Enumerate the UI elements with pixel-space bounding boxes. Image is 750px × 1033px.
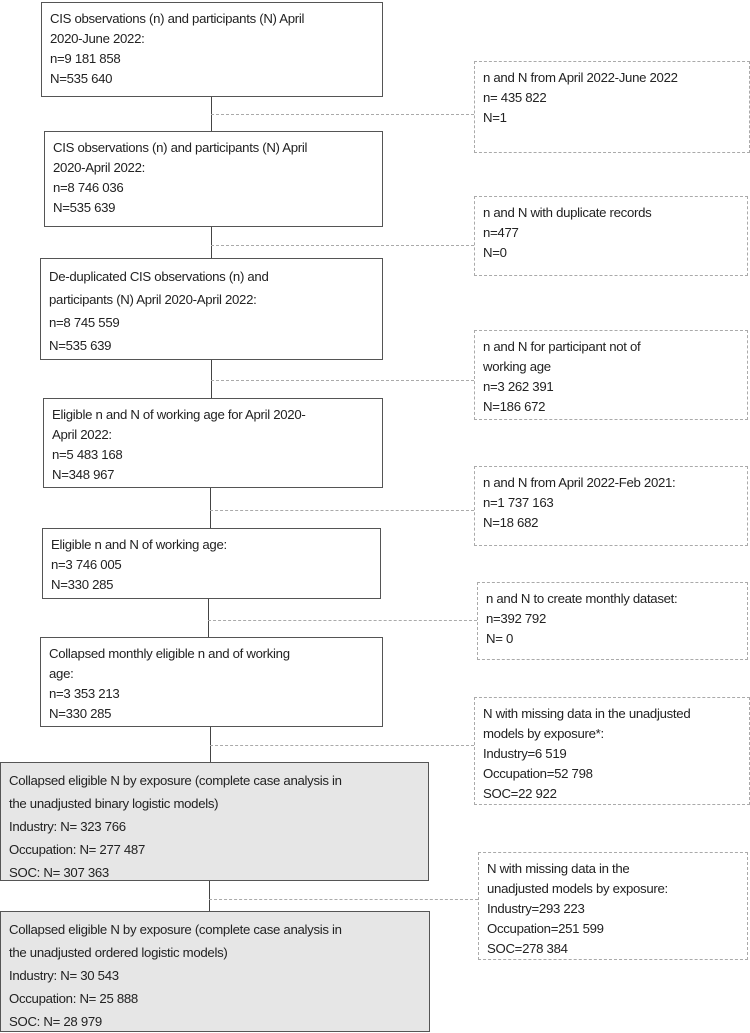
flow-arrow-line [208,599,209,637]
flow-step-box: Collapsed monthly eligible n and of work… [40,637,383,727]
box-line: N=535 639 [53,200,116,215]
box-line: Industry: N= 323 766 [9,819,126,834]
box-line: n=477 [483,225,519,240]
box-line: Occupation=251 599 [487,921,604,936]
final-sample-box: Collapsed eligible N by exposure (comple… [0,911,430,1032]
box-line: Occupation: N= 25 888 [9,991,138,1006]
box-line: n and N from April 2022-June 2022 [483,70,678,85]
box-line: Collapsed eligible N by exposure (comple… [9,773,342,788]
box-line: n and N for participant not of [483,339,641,354]
box-line: SOC=22 922 [483,786,557,801]
box-line: Collapsed monthly eligible n and of work… [49,646,290,661]
box-line: N=535 639 [49,338,112,353]
box-line: N=0 [483,245,507,260]
box-line: N=535 640 [50,71,113,86]
box-line: age: [49,666,74,681]
exclusion-connector [211,380,474,381]
exclusion-connector [210,745,474,746]
box-line: Industry=6 519 [483,746,567,761]
box-line: N=330 285 [51,577,114,592]
box-line: n=5 483 168 [52,447,123,462]
box-line: Industry: N= 30 543 [9,968,119,983]
box-line: SOC: N= 28 979 [9,1014,102,1029]
box-line: N=18 682 [483,515,539,530]
flow-step-box: Eligible n and N of working age for Apri… [43,398,383,488]
box-line: SOC: N= 307 363 [9,865,109,880]
box-line: Industry=293 223 [487,901,585,916]
box-line: participants (N) April 2020-April 2022: [49,292,257,307]
exclusion-box: N with missing data in the unadjusted mod… [478,852,748,960]
box-line: n=8 745 559 [49,315,120,330]
box-line: n and N to create monthly dataset: [486,591,678,606]
box-line: N=1 [483,110,507,125]
box-line: N=330 285 [49,706,112,721]
box-line: working age [483,359,551,374]
box-line: N with missing data in the [487,861,630,876]
box-line: n= 435 822 [483,90,547,105]
exclusion-connector [209,899,478,900]
box-line: April 2022: [52,427,112,442]
flow-arrow-line [211,360,212,398]
box-line: models by exposure*: [483,726,604,741]
exclusion-box: n and N from April 2022-June 2022 n= 435 … [474,61,750,153]
box-line: 2020-June 2022: [50,31,145,46]
exclusion-box: N with missing data in the unadjusted mod… [474,697,750,805]
flow-step-box: CIS observations (n) and participants (N… [41,2,383,97]
exclusion-connector [210,510,474,511]
exclusion-connector [208,620,477,621]
box-line: Occupation: N= 277 487 [9,842,145,857]
flow-step-box: De-duplicated CIS observations (n) and pa… [40,258,383,360]
box-line: N=186 672 [483,399,546,414]
final-sample-box: Collapsed eligible N by exposure (comple… [0,762,429,881]
exclusion-box: n and N from April 2022-Feb 2021: n=1 737… [474,466,748,546]
box-line: n=392 792 [486,611,547,626]
box-line: the unadjusted ordered logistic models) [9,945,228,960]
flow-step-box: Eligible n and N of working age: n=3 746 … [42,528,381,599]
box-line: n=3 746 005 [51,557,122,572]
box-line: Eligible n and N of working age for Apri… [52,407,306,422]
box-line: the unadjusted binary logistic models) [9,796,219,811]
exclusion-box: n and N with duplicate records n=477 N=0 [474,196,748,276]
box-line: N=348 967 [52,467,115,482]
box-line: n=3 262 391 [483,379,554,394]
flow-arrow-line [211,227,212,258]
exclusion-box: n and N for participant not of working ag… [474,330,748,420]
exclusion-box: n and N to create monthly dataset: n=392 … [477,582,748,660]
box-line: CIS observations (n) and participants (N… [50,11,305,26]
box-line: N with missing data in the unadjusted [483,706,691,721]
box-line: Eligible n and N of working age: [51,537,227,552]
flow-arrow-line [210,727,211,762]
flow-arrow-line [210,488,211,528]
flow-arrow-line [209,881,210,911]
exclusion-connector [211,114,474,115]
flow-step-box: CIS observations (n) and participants (N… [44,131,383,227]
box-line: CIS observations (n) and participants (N… [53,140,308,155]
box-line: n=8 746 036 [53,180,124,195]
box-line: unadjusted models by exposure: [487,881,668,896]
box-line: Collapsed eligible N by exposure (comple… [9,922,342,937]
box-line: n=1 737 163 [483,495,554,510]
box-line: n=9 181 858 [50,51,121,66]
box-line: SOC=278 384 [487,941,568,956]
box-line: n=3 353 213 [49,686,120,701]
box-line: n and N with duplicate records [483,205,652,220]
box-line: N= 0 [486,631,514,646]
box-line: Occupation=52 798 [483,766,593,781]
box-line: 2020-April 2022: [53,160,145,175]
box-line: n and N from April 2022-Feb 2021: [483,475,676,490]
box-line: De-duplicated CIS observations (n) and [49,269,269,284]
exclusion-connector [211,245,474,246]
